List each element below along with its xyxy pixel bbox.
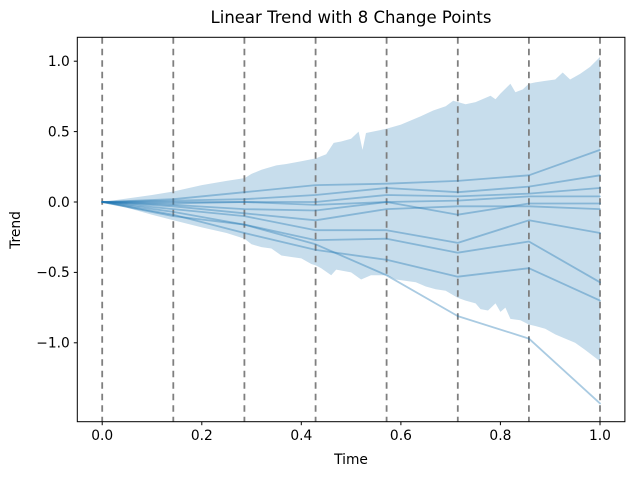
y-tick-label: 0.0 [48, 195, 70, 211]
plot-border [76, 36, 626, 423]
axes-group: 0.0 0.2 0.4 0.6 0.8 1.0 1.0 0.5 0.0 −0.5 −1.0 [36, 36, 626, 444]
x-tick-label: 0.0 [91, 428, 113, 444]
x-tick-label: 0.6 [390, 428, 412, 444]
y-tick-label: −0.5 [36, 265, 70, 281]
trend-sample-line [101, 201, 601, 216]
y-axis-label: Trend [8, 211, 24, 250]
y-tick-label: 1.0 [48, 54, 70, 70]
trend-sample-line [101, 201, 601, 405]
x-tick-label: 0.2 [191, 428, 213, 444]
trend-sample-line [101, 201, 601, 302]
trend-samples-group [101, 149, 601, 405]
uncertainty-band-group [102, 57, 600, 362]
trend-sample-line [101, 201, 601, 284]
trend-sample-line [101, 201, 601, 222]
trend-sample-line [101, 195, 601, 206]
y-tick-label: 0.5 [48, 124, 70, 140]
x-axis-label: Time [333, 452, 368, 468]
trend-sample-line [101, 187, 601, 203]
trend-sample-line [101, 201, 601, 244]
uncertainty-band [102, 57, 600, 362]
y-tick-label: −1.0 [36, 336, 70, 352]
x-tick-label: 0.4 [290, 428, 312, 444]
trend-sample-line [101, 149, 601, 203]
x-tick-label: 1.0 [589, 428, 611, 444]
x-tick-label: 0.8 [489, 428, 511, 444]
chart-title: Linear Trend with 8 Change Points [211, 8, 492, 27]
trend-sample-line [101, 174, 601, 203]
